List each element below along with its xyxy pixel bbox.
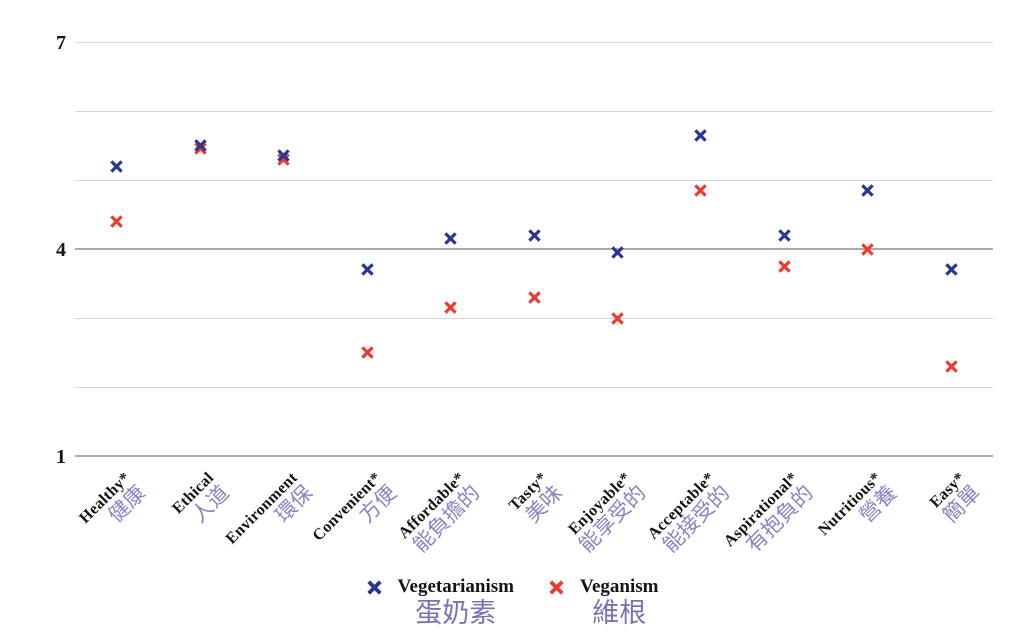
x-marker-icon (611, 246, 624, 259)
legend-item-veganism: Veganism 維根 (548, 576, 659, 629)
x-marker-icon (360, 346, 374, 359)
marker-vegetarianism-environment (276, 148, 291, 163)
x-axis-label-environment: Environment 環保 (223, 469, 318, 564)
x-marker-icon (694, 184, 708, 197)
gridline-y3 (75, 318, 993, 319)
x-marker-icon (277, 149, 290, 163)
x-axis-label-convenient: Convenient* 方便 (309, 469, 401, 561)
x-axis-label-acceptable: Acceptable* 能接受的 (645, 469, 735, 559)
marker-vegetarianism-acceptable (693, 128, 708, 143)
gridline-y7 (75, 42, 993, 43)
gridline-y5 (75, 180, 993, 181)
marker-veganism-affordable (443, 300, 458, 315)
x-marker-icon (527, 291, 541, 304)
marker-veganism-aspirational (777, 259, 792, 274)
gridline-y4 (75, 248, 993, 250)
legend-series-name: Veganism (579, 576, 659, 597)
marker-veganism-convenient (360, 345, 375, 360)
marker-veganism-acceptable (693, 183, 708, 198)
x-marker-icon (193, 139, 207, 152)
marker-vegetarianism-convenient (360, 262, 375, 277)
x-marker-icon (366, 580, 382, 595)
x-marker-icon (277, 153, 290, 166)
marker-veganism-easy (944, 359, 959, 374)
legend-series-name: Vegetarianism (397, 576, 514, 597)
gridline-y2 (75, 387, 993, 388)
legend: Vegetarianism 蛋奶素 Veganism 維根 (0, 576, 1024, 629)
x-marker-icon (444, 301, 457, 314)
x-axis-label-tasty: Tasty* 美味 (506, 469, 568, 531)
x-axis-label-easy: Easy* 簡單 (927, 469, 985, 528)
x-marker-icon (110, 159, 123, 173)
marker-vegetarianism-healthy (109, 159, 124, 174)
marker-vegetarianism-easy (944, 262, 959, 277)
x-marker-icon (527, 228, 541, 242)
legend-series-name-zh: 蛋奶素 (415, 597, 497, 628)
x-marker-icon (778, 260, 791, 273)
x-marker-icon (945, 360, 958, 373)
marker-vegetarianism-tasty (527, 228, 542, 243)
x-marker-icon (110, 215, 123, 228)
legend-marker-icon (548, 579, 565, 596)
x-marker-icon (360, 263, 374, 276)
marker-veganism-healthy (109, 214, 124, 229)
x-marker-icon (611, 311, 624, 325)
marker-vegetarianism-nutritious (860, 183, 875, 198)
y-axis-tick-label-7: 7 (56, 32, 66, 54)
marker-veganism-environment (276, 152, 291, 167)
marker-vegetarianism-enjoyable (610, 245, 625, 260)
x-marker-icon (861, 242, 875, 256)
legend-item-vegetarianism: Vegetarianism 蛋奶素 (366, 576, 514, 629)
marker-veganism-nutritious (860, 242, 875, 257)
marker-vegetarianism-ethical (193, 138, 208, 153)
marker-veganism-enjoyable (610, 311, 625, 326)
gridline-y6 (75, 111, 993, 112)
gridline-y1 (75, 455, 993, 457)
marker-veganism-tasty (527, 290, 542, 305)
legend-series-name-zh: 維根 (592, 597, 647, 628)
y-axis-tick-label-1: 1 (56, 446, 66, 468)
legend-marker-icon (366, 579, 383, 596)
x-marker-icon (694, 128, 708, 142)
x-marker-icon (861, 184, 875, 197)
x-marker-icon (193, 142, 207, 156)
x-marker-icon (778, 228, 791, 242)
x-axis-label-healthy: Healthy* 健康 (76, 469, 151, 544)
x-axis-label-affordable: Affordable* 能負擔的 (395, 469, 485, 559)
x-marker-icon (444, 232, 457, 245)
marker-vegetarianism-aspirational (777, 228, 792, 243)
x-axis-label-enjoyable: Enjoyable* 能享受的 (564, 469, 651, 557)
y-axis-tick-label-4: 4 (56, 239, 66, 261)
marker-vegetarianism-affordable (443, 231, 458, 246)
x-marker-icon (945, 263, 958, 276)
marker-veganism-ethical (193, 141, 208, 156)
x-marker-icon (549, 580, 564, 595)
x-axis-label-nutritious: Nutritious* 營養 (815, 469, 902, 556)
x-axis-label-ethical: Ethical 人道 (169, 469, 234, 534)
x-axis-label-aspirational: Aspirational* 有抱負的 (721, 469, 819, 567)
